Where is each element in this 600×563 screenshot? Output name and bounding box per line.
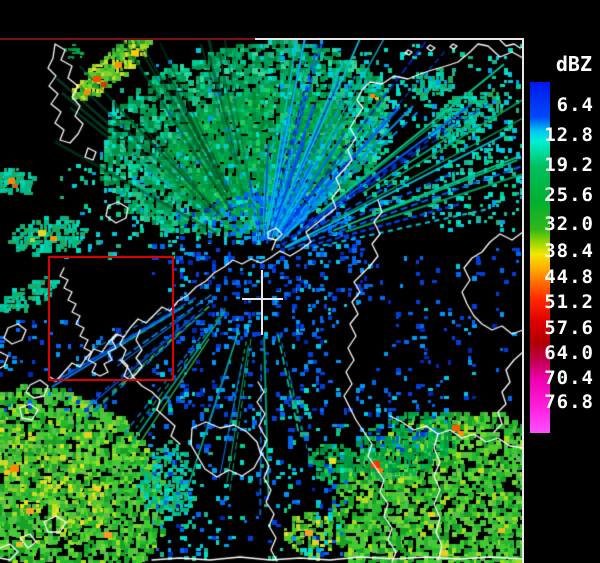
dbz-colorbar bbox=[530, 82, 550, 433]
dbz-level-label: 32.0 bbox=[544, 213, 594, 235]
radar-map bbox=[0, 40, 524, 563]
dbz-level-label: 76.8 bbox=[544, 391, 594, 413]
dbz-level-label: 25.6 bbox=[544, 184, 594, 206]
crosshair-horizontal bbox=[242, 298, 283, 300]
dbz-level-label: 57.6 bbox=[544, 317, 594, 339]
map-border-right bbox=[522, 38, 524, 563]
map-border-top-left-segment bbox=[0, 38, 255, 40]
dbz-level-label: 6.4 bbox=[556, 94, 594, 116]
map-border-top bbox=[255, 38, 524, 40]
dbz-level-label: 12.8 bbox=[544, 124, 594, 146]
dbz-level-label: 70.4 bbox=[544, 367, 594, 389]
dbz-level-label: 38.4 bbox=[544, 240, 594, 262]
selection-box[interactable] bbox=[48, 256, 174, 381]
dbz-level-label: 64.0 bbox=[544, 342, 594, 364]
crosshair-vertical bbox=[261, 270, 263, 335]
dbz-legend: dBZ 6.4 12.8 19.2 25.6 32.0 38.4 44.8 51.2 57.6 6… bbox=[524, 40, 600, 563]
dbz-legend-title: dBZ bbox=[555, 52, 592, 76]
dbz-level-label: 44.8 bbox=[544, 266, 594, 288]
dbz-level-label: 51.2 bbox=[544, 291, 594, 313]
dbz-level-label: 19.2 bbox=[544, 154, 594, 176]
